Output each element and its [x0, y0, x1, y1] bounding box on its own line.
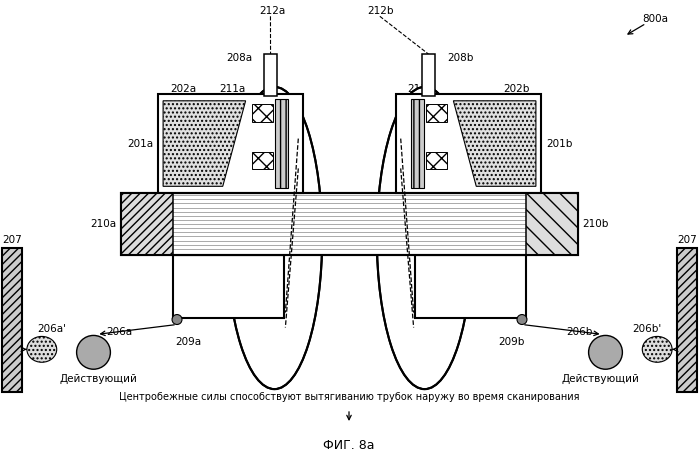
Bar [396, 94, 541, 193]
Bar [122, 193, 173, 255]
Text: 202a: 202a [170, 84, 196, 94]
Polygon shape [454, 101, 536, 186]
Text: 201b: 201b [546, 139, 572, 149]
Text: 800a: 800a [642, 14, 668, 24]
Text: 211b: 211b [465, 224, 491, 234]
Circle shape [77, 335, 110, 369]
Text: 204a': 204a' [188, 270, 217, 280]
Text: Действующий: Действующий [59, 374, 138, 384]
Text: 210a: 210a [90, 219, 116, 229]
Circle shape [172, 314, 182, 324]
Text: 206b': 206b' [633, 324, 662, 334]
Text: 211a: 211a [219, 84, 246, 94]
Text: 207: 207 [677, 235, 697, 245]
Bar [426, 152, 447, 170]
Text: 211a: 211a [208, 224, 234, 234]
Bar [122, 193, 577, 255]
Bar [415, 255, 526, 317]
Bar [158, 94, 303, 193]
Text: 212a: 212a [259, 6, 286, 16]
Bar [410, 99, 424, 188]
Bar [264, 54, 277, 96]
Text: 210b: 210b [583, 219, 609, 229]
Text: 206b: 206b [566, 327, 593, 337]
Bar [275, 99, 289, 188]
Bar [2, 248, 22, 392]
Ellipse shape [642, 336, 672, 362]
Text: 209a: 209a [175, 337, 201, 347]
Polygon shape [163, 101, 245, 186]
Ellipse shape [226, 87, 322, 389]
Circle shape [517, 314, 527, 324]
Text: 206a': 206a' [37, 324, 66, 334]
Text: 202b: 202b [503, 84, 529, 94]
Text: Центробежные силы способствуют вытягиванию трубок наружу во время сканирования: Центробежные силы способствуют вытягиван… [119, 392, 579, 402]
Text: 204b': 204b' [482, 270, 511, 280]
Bar [422, 54, 435, 96]
Text: 212b: 212b [368, 6, 394, 16]
Text: 201a: 201a [127, 139, 153, 149]
Text: 211b: 211b [408, 84, 434, 94]
Text: 207: 207 [2, 235, 22, 245]
Text: ФИГ. 8a: ФИГ. 8a [323, 439, 375, 452]
Text: 208a: 208a [226, 53, 252, 63]
Bar [122, 193, 577, 255]
Text: 208b: 208b [447, 53, 473, 63]
Bar [677, 248, 697, 392]
Text: 206a: 206a [106, 327, 133, 337]
Ellipse shape [377, 87, 473, 389]
Bar [526, 193, 577, 255]
Text: Действующий: Действующий [561, 374, 640, 384]
Text: 209b: 209b [498, 337, 524, 347]
Circle shape [589, 335, 622, 369]
Bar [252, 152, 273, 170]
Bar [173, 255, 284, 317]
Bar [252, 104, 273, 122]
Ellipse shape [27, 336, 57, 362]
Bar [426, 104, 447, 122]
